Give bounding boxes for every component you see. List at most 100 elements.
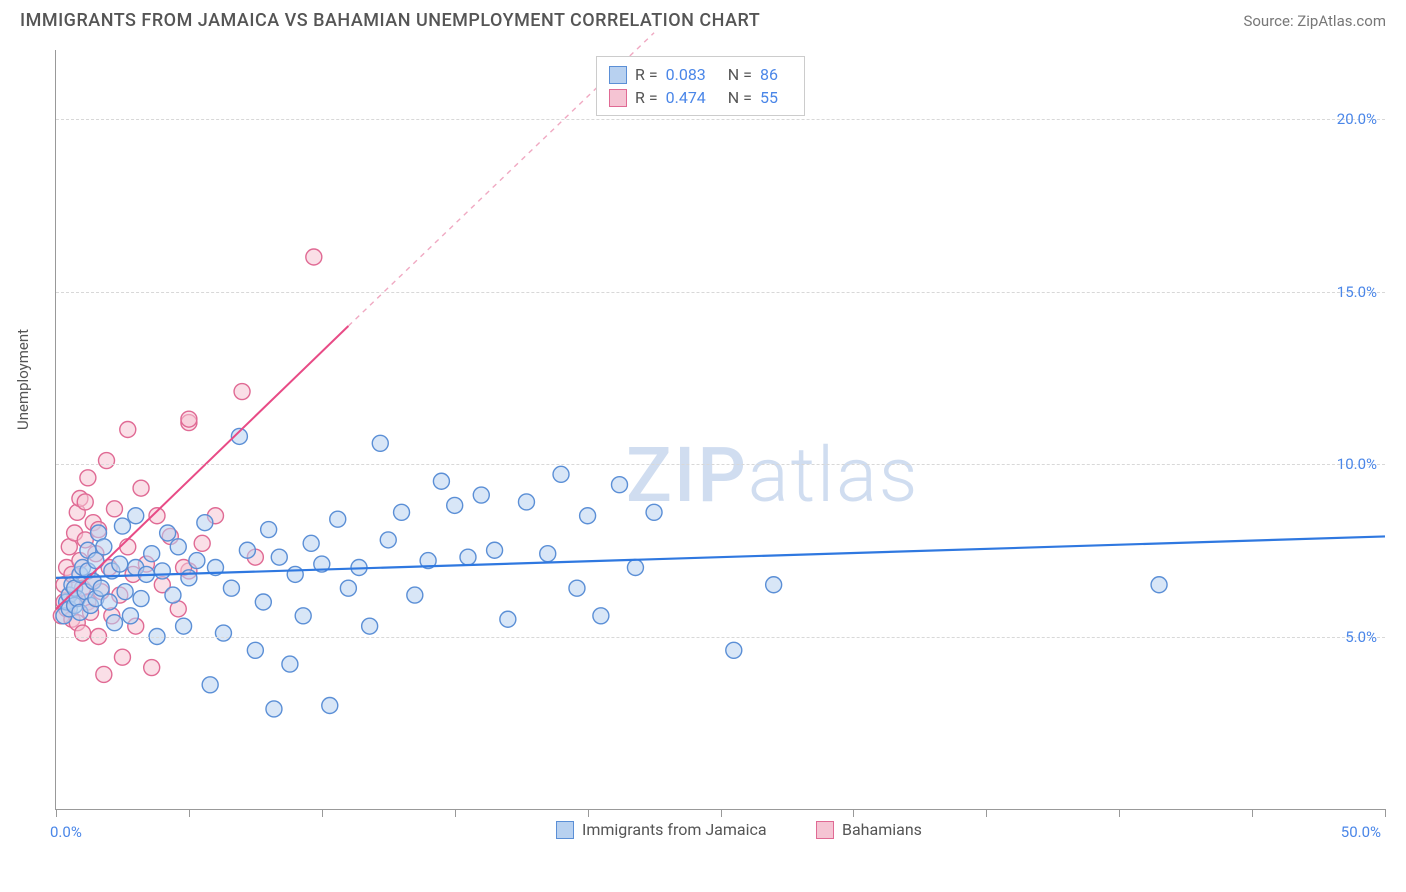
gridline — [56, 464, 1385, 465]
r-label: R = — [635, 88, 658, 107]
data-point — [106, 615, 122, 631]
data-point — [322, 698, 338, 714]
n-label: N = — [728, 65, 752, 84]
data-point — [197, 515, 213, 531]
bottom-legend-series2: Bahamians — [816, 820, 922, 839]
data-point — [766, 577, 782, 593]
y-axis-label: Unemployment — [14, 329, 32, 430]
x-tick — [189, 809, 190, 817]
data-point — [80, 470, 96, 486]
x-tick-label: 0.0% — [50, 823, 82, 841]
data-point — [266, 701, 282, 717]
swatch-series1-bottom — [556, 821, 574, 839]
scatter-svg — [56, 50, 1385, 809]
y-tick-label: 5.0% — [1345, 628, 1377, 646]
data-point — [553, 466, 569, 482]
r-label: R = — [635, 65, 658, 84]
data-point — [99, 453, 115, 469]
r-value-series2: 0.474 — [666, 88, 706, 107]
data-point — [96, 666, 112, 682]
data-point — [120, 422, 136, 438]
x-tick — [322, 809, 323, 817]
x-tick — [1119, 809, 1120, 817]
n-value-series2: 55 — [760, 88, 778, 107]
stats-row-series2: R = 0.474 N = 55 — [609, 86, 792, 109]
data-point — [194, 535, 210, 551]
data-point — [176, 618, 192, 634]
data-point — [500, 611, 516, 627]
data-point — [122, 608, 138, 624]
data-point — [239, 542, 255, 558]
data-point — [144, 546, 160, 562]
data-point — [726, 642, 742, 658]
data-point — [593, 608, 609, 624]
data-point — [460, 549, 476, 565]
stats-row-series1: R = 0.083 N = 86 — [609, 63, 792, 86]
data-point — [255, 594, 271, 610]
data-point — [202, 677, 218, 693]
swatch-series2-bottom — [816, 821, 834, 839]
chart-plot-area: ZIPatlas R = 0.083 N = 86 R = 0.474 N = … — [55, 50, 1385, 810]
data-point — [106, 501, 122, 517]
data-point — [282, 656, 298, 672]
x-tick — [455, 809, 456, 817]
data-point — [120, 539, 136, 555]
chart-title: IMMIGRANTS FROM JAMAICA VS BAHAMIAN UNEM… — [20, 10, 760, 31]
data-point — [114, 518, 130, 534]
data-point — [96, 539, 112, 555]
data-point — [181, 411, 197, 427]
data-point — [261, 522, 277, 538]
n-label: N = — [728, 88, 752, 107]
x-tick — [721, 809, 722, 817]
legend-label-series1: Immigrants from Jamaica — [582, 820, 767, 839]
data-point — [247, 642, 263, 658]
y-tick-label: 20.0% — [1337, 110, 1377, 128]
data-point — [160, 525, 176, 541]
legend-label-series2: Bahamians — [842, 820, 922, 839]
data-point — [295, 608, 311, 624]
data-point — [433, 473, 449, 489]
data-point — [170, 539, 186, 555]
data-point — [372, 435, 388, 451]
swatch-series1 — [609, 66, 627, 84]
data-point — [394, 504, 410, 520]
x-tick — [853, 809, 854, 817]
data-point — [223, 580, 239, 596]
data-point — [303, 535, 319, 551]
data-point — [330, 511, 346, 527]
data-point — [340, 580, 356, 596]
data-point — [569, 580, 585, 596]
data-point — [646, 504, 662, 520]
data-point — [75, 625, 91, 641]
x-tick-label: 50.0% — [1341, 823, 1381, 841]
data-point — [128, 508, 144, 524]
data-point — [611, 477, 627, 493]
data-point — [181, 570, 197, 586]
data-point — [447, 497, 463, 513]
data-point — [380, 532, 396, 548]
data-point — [114, 649, 130, 665]
x-tick — [56, 809, 57, 817]
gridline — [56, 119, 1385, 120]
data-point — [1151, 577, 1167, 593]
data-point — [627, 560, 643, 576]
chart-header: IMMIGRANTS FROM JAMAICA VS BAHAMIAN UNEM… — [0, 0, 1406, 31]
data-point — [117, 584, 133, 600]
x-tick — [986, 809, 987, 817]
data-point — [112, 556, 128, 572]
data-point — [77, 494, 93, 510]
data-point — [540, 546, 556, 562]
data-point — [144, 660, 160, 676]
data-point — [165, 587, 181, 603]
data-point — [133, 591, 149, 607]
gridline — [56, 637, 1385, 638]
correlation-stats-box: R = 0.083 N = 86 R = 0.474 N = 55 — [596, 56, 805, 116]
data-point — [154, 563, 170, 579]
r-value-series1: 0.083 — [666, 65, 706, 84]
data-point — [362, 618, 378, 634]
data-point — [580, 508, 596, 524]
gridline — [56, 292, 1385, 293]
x-tick — [588, 809, 589, 817]
data-point — [133, 480, 149, 496]
data-point — [407, 587, 423, 603]
